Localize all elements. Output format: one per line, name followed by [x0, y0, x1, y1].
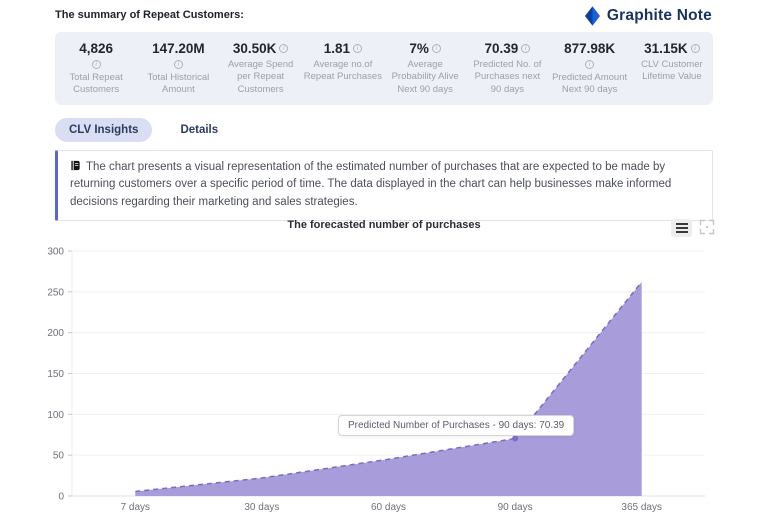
- hamburger-icon: [676, 223, 688, 225]
- book-icon: [70, 160, 81, 171]
- chart-description-text: The chart presents a visual representati…: [70, 161, 671, 208]
- stat-label: Average Probability Alive Next 90 days: [386, 59, 464, 96]
- info-icon[interactable]: i: [353, 44, 362, 53]
- stat-item: 877.98K i Predicted Amount Next 90 days: [549, 41, 631, 97]
- stat-value: 7%: [409, 41, 429, 56]
- page-title: The summary of Repeat Customers:: [55, 9, 244, 21]
- summary-stats-bar: 4,826 i Total Repeat Customers 147.20M i Tota…: [55, 32, 713, 105]
- chart-description-box: The chart presents a visual representati…: [55, 150, 713, 221]
- stat-label: Predicted No. of Purchases next 90 days: [468, 59, 546, 96]
- forecast-area-chart: 0 50 100 150 200 250 300 7 days 30 days 60 days 90…: [0, 240, 768, 517]
- y-tick-label: 100: [47, 410, 64, 421]
- logo-text: Graphite Note: [607, 7, 712, 25]
- tab-bar: CLV Insights Details: [55, 118, 232, 142]
- info-icon[interactable]: i: [585, 60, 594, 69]
- fullscreen-icon: [699, 219, 715, 235]
- stat-value: 30.50K: [233, 41, 277, 56]
- stat-label: Total Repeat Customers: [57, 72, 135, 97]
- stat-label: Predicted Amount Next 90 days: [551, 72, 629, 97]
- stat-label: Average Spend per Repeat Customers: [222, 59, 300, 96]
- stat-item: 70.39i Predicted No. of Purchases next 90…: [466, 41, 548, 96]
- highlighted-data-point[interactable]: [512, 436, 518, 442]
- info-icon[interactable]: i: [279, 44, 288, 53]
- y-tick-label: 50: [53, 451, 65, 462]
- dashboard: The summary of Repeat Customers: Graphit…: [0, 0, 768, 517]
- info-icon[interactable]: i: [432, 44, 441, 53]
- info-icon[interactable]: i: [174, 60, 183, 69]
- stat-item: 31.15Ki CLV Customer Lifetime Value: [631, 41, 713, 84]
- y-tick-label: 300: [47, 247, 64, 258]
- x-tick-label: 30 days: [244, 502, 279, 513]
- stat-item: 1.81i Average no.of Repeat Purchases: [302, 41, 384, 84]
- stat-label: CLV Customer Lifetime Value: [633, 59, 711, 84]
- diamond-logo-icon: [585, 6, 600, 26]
- y-tick-label: 150: [47, 369, 64, 380]
- stat-value: 70.39: [484, 41, 518, 56]
- x-tick-label: 60 days: [371, 502, 406, 513]
- x-tick-label: 90 days: [498, 502, 533, 513]
- chart-toolbar: [671, 219, 716, 237]
- y-tick-label: 200: [47, 328, 64, 339]
- stat-item: 4,826 i Total Repeat Customers: [55, 41, 137, 97]
- graphite-note-logo: Graphite Note: [585, 6, 712, 26]
- stat-value: 31.15K: [644, 41, 688, 56]
- stat-item: 147.20M i Total Historical Amount: [137, 41, 219, 97]
- stat-value: 147.20M: [152, 41, 205, 56]
- y-tick-label: 250: [47, 287, 64, 298]
- tab-clv-insights[interactable]: CLV Insights: [55, 118, 152, 142]
- stat-label: Total Historical Amount: [139, 72, 217, 97]
- y-tick-label: 0: [58, 492, 64, 503]
- stat-value: 1.81: [324, 41, 350, 56]
- stat-value: 4,826: [79, 41, 113, 56]
- chart-menu-button[interactable]: [671, 219, 692, 237]
- x-tick-label: 365 days: [621, 502, 662, 513]
- chart-tooltip: Predicted Number of Purchases - 90 days:…: [338, 415, 574, 436]
- info-icon[interactable]: i: [92, 60, 101, 69]
- stat-item: 7%i Average Probability Alive Next 90 day…: [384, 41, 466, 96]
- chart-fullscreen-button[interactable]: [698, 219, 716, 237]
- stat-value: 877.98K: [564, 41, 615, 56]
- area-fill: [135, 282, 641, 496]
- stat-item: 30.50Ki Average Spend per Repeat Customer…: [220, 41, 302, 96]
- x-tick-label: 7 days: [121, 502, 150, 513]
- info-icon[interactable]: i: [691, 44, 700, 53]
- info-icon[interactable]: i: [521, 44, 530, 53]
- tab-details[interactable]: Details: [166, 118, 232, 142]
- stat-label: Average no.of Repeat Purchases: [304, 59, 382, 84]
- chart-title: The forecasted number of purchases: [0, 219, 768, 231]
